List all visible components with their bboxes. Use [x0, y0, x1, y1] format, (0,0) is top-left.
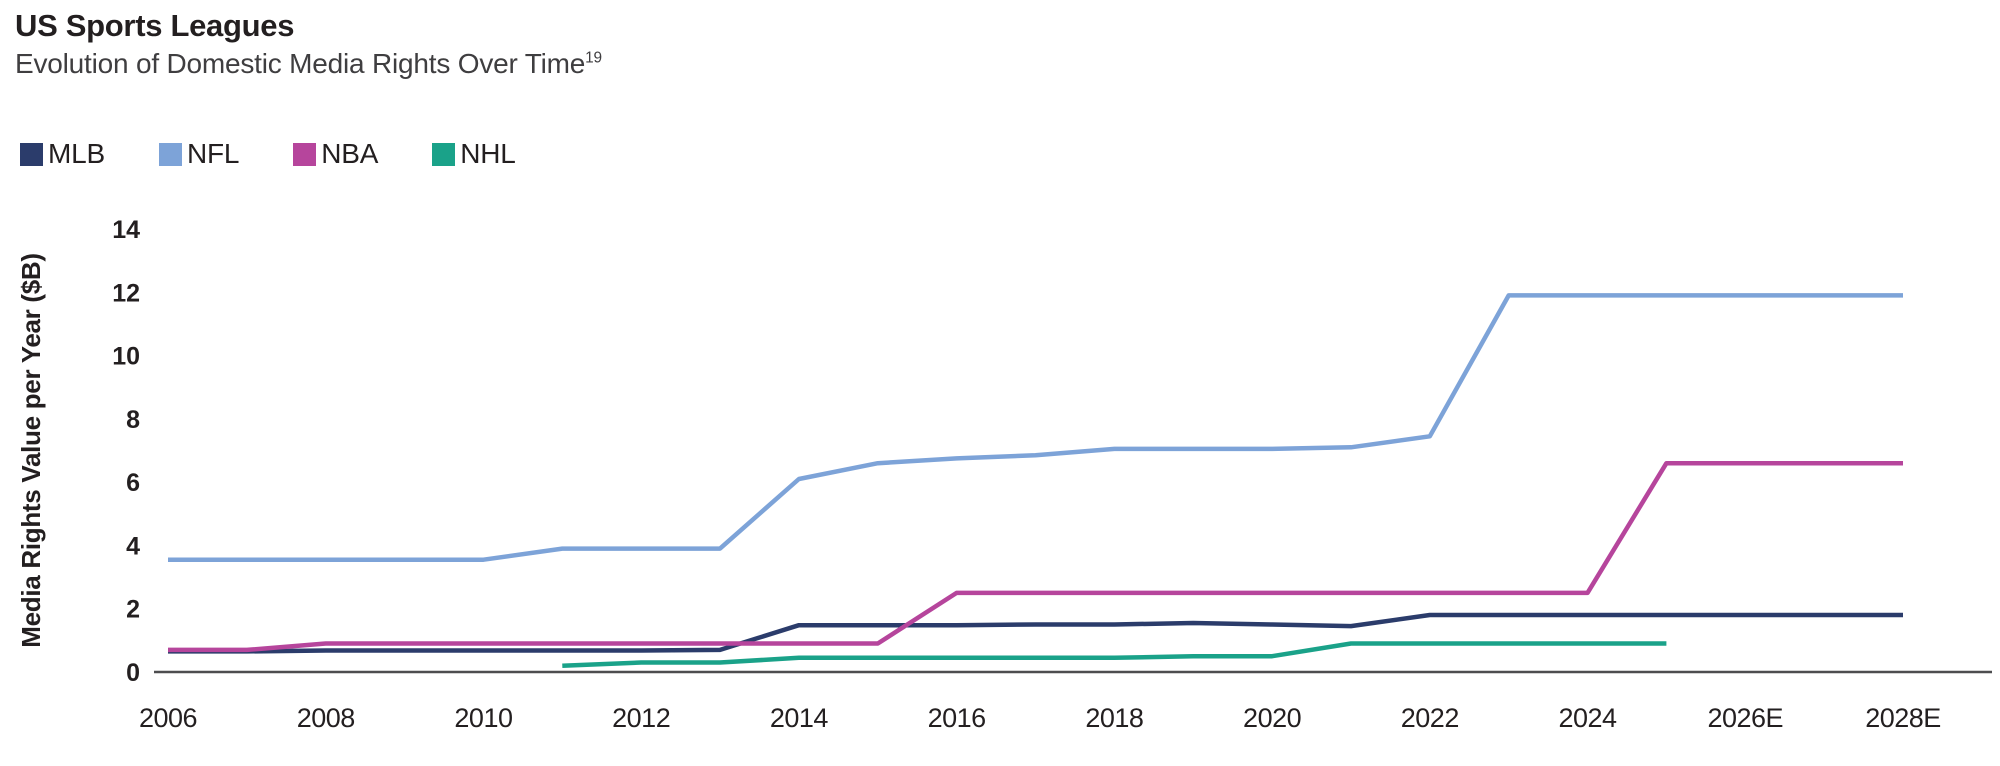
legend-swatch-nba — [293, 142, 317, 166]
x-tick-label: 2008 — [297, 703, 355, 733]
x-tick-label: 2024 — [1559, 703, 1618, 733]
y-axis-title: Media Rights Value per Year ($B) — [16, 253, 46, 648]
legend-label-mlb: MLB — [48, 138, 105, 169]
legend-item-mlb: MLB — [20, 138, 105, 170]
y-tick-label: 14 — [112, 216, 140, 244]
y-tick-label: 6 — [126, 469, 140, 497]
x-tick-label: 2020 — [1243, 703, 1301, 733]
nfl-line — [168, 293, 1903, 562]
mlb-line — [168, 612, 1903, 654]
y-tick-label: 4 — [126, 532, 140, 560]
nba-line — [168, 460, 1903, 653]
legend-swatch-nfl — [158, 142, 182, 166]
y-tick-label: 0 — [126, 659, 140, 687]
chart-legend: MLB NFL NBA NHL — [20, 138, 570, 170]
x-tick-label: 2010 — [454, 703, 512, 733]
nhl-line — [562, 641, 1667, 668]
chart-subtitle: Evolution of Domestic Media Rights Over … — [15, 48, 602, 80]
y-tick-label: 8 — [126, 406, 140, 434]
footnote-marker: 19 — [585, 49, 602, 67]
x-tick-label: 2026E — [1707, 703, 1783, 733]
x-tick-label: 2016 — [928, 703, 986, 733]
legend-item-nba: NBA — [293, 138, 378, 170]
legend-swatch-nhl — [432, 142, 456, 166]
legend-swatch-mlb — [20, 142, 43, 166]
legend-label-nfl: NFL — [186, 138, 240, 169]
x-tick-label: 2028E — [1865, 703, 1941, 733]
x-tick-label: 2022 — [1401, 703, 1459, 733]
legend-label-nba: NBA — [321, 138, 379, 169]
chart-title: US Sports Leagues — [15, 8, 295, 43]
x-tick-label: 2014 — [770, 703, 829, 733]
legend-item-nfl: NFL — [158, 138, 240, 170]
y-tick-label: 10 — [112, 343, 140, 371]
x-tick-label: 2012 — [612, 703, 670, 733]
chart-subtitle-text: Evolution of Domestic Media Rights Over … — [15, 48, 586, 79]
legend-item-nhl: NHL — [432, 138, 516, 170]
x-tick-label: 2006 — [139, 703, 197, 733]
legend-label-nhl: NHL — [460, 138, 516, 169]
y-tick-label: 2 — [126, 596, 140, 624]
y-tick-label: 12 — [112, 279, 140, 307]
x-tick-label: 2018 — [1085, 703, 1143, 733]
